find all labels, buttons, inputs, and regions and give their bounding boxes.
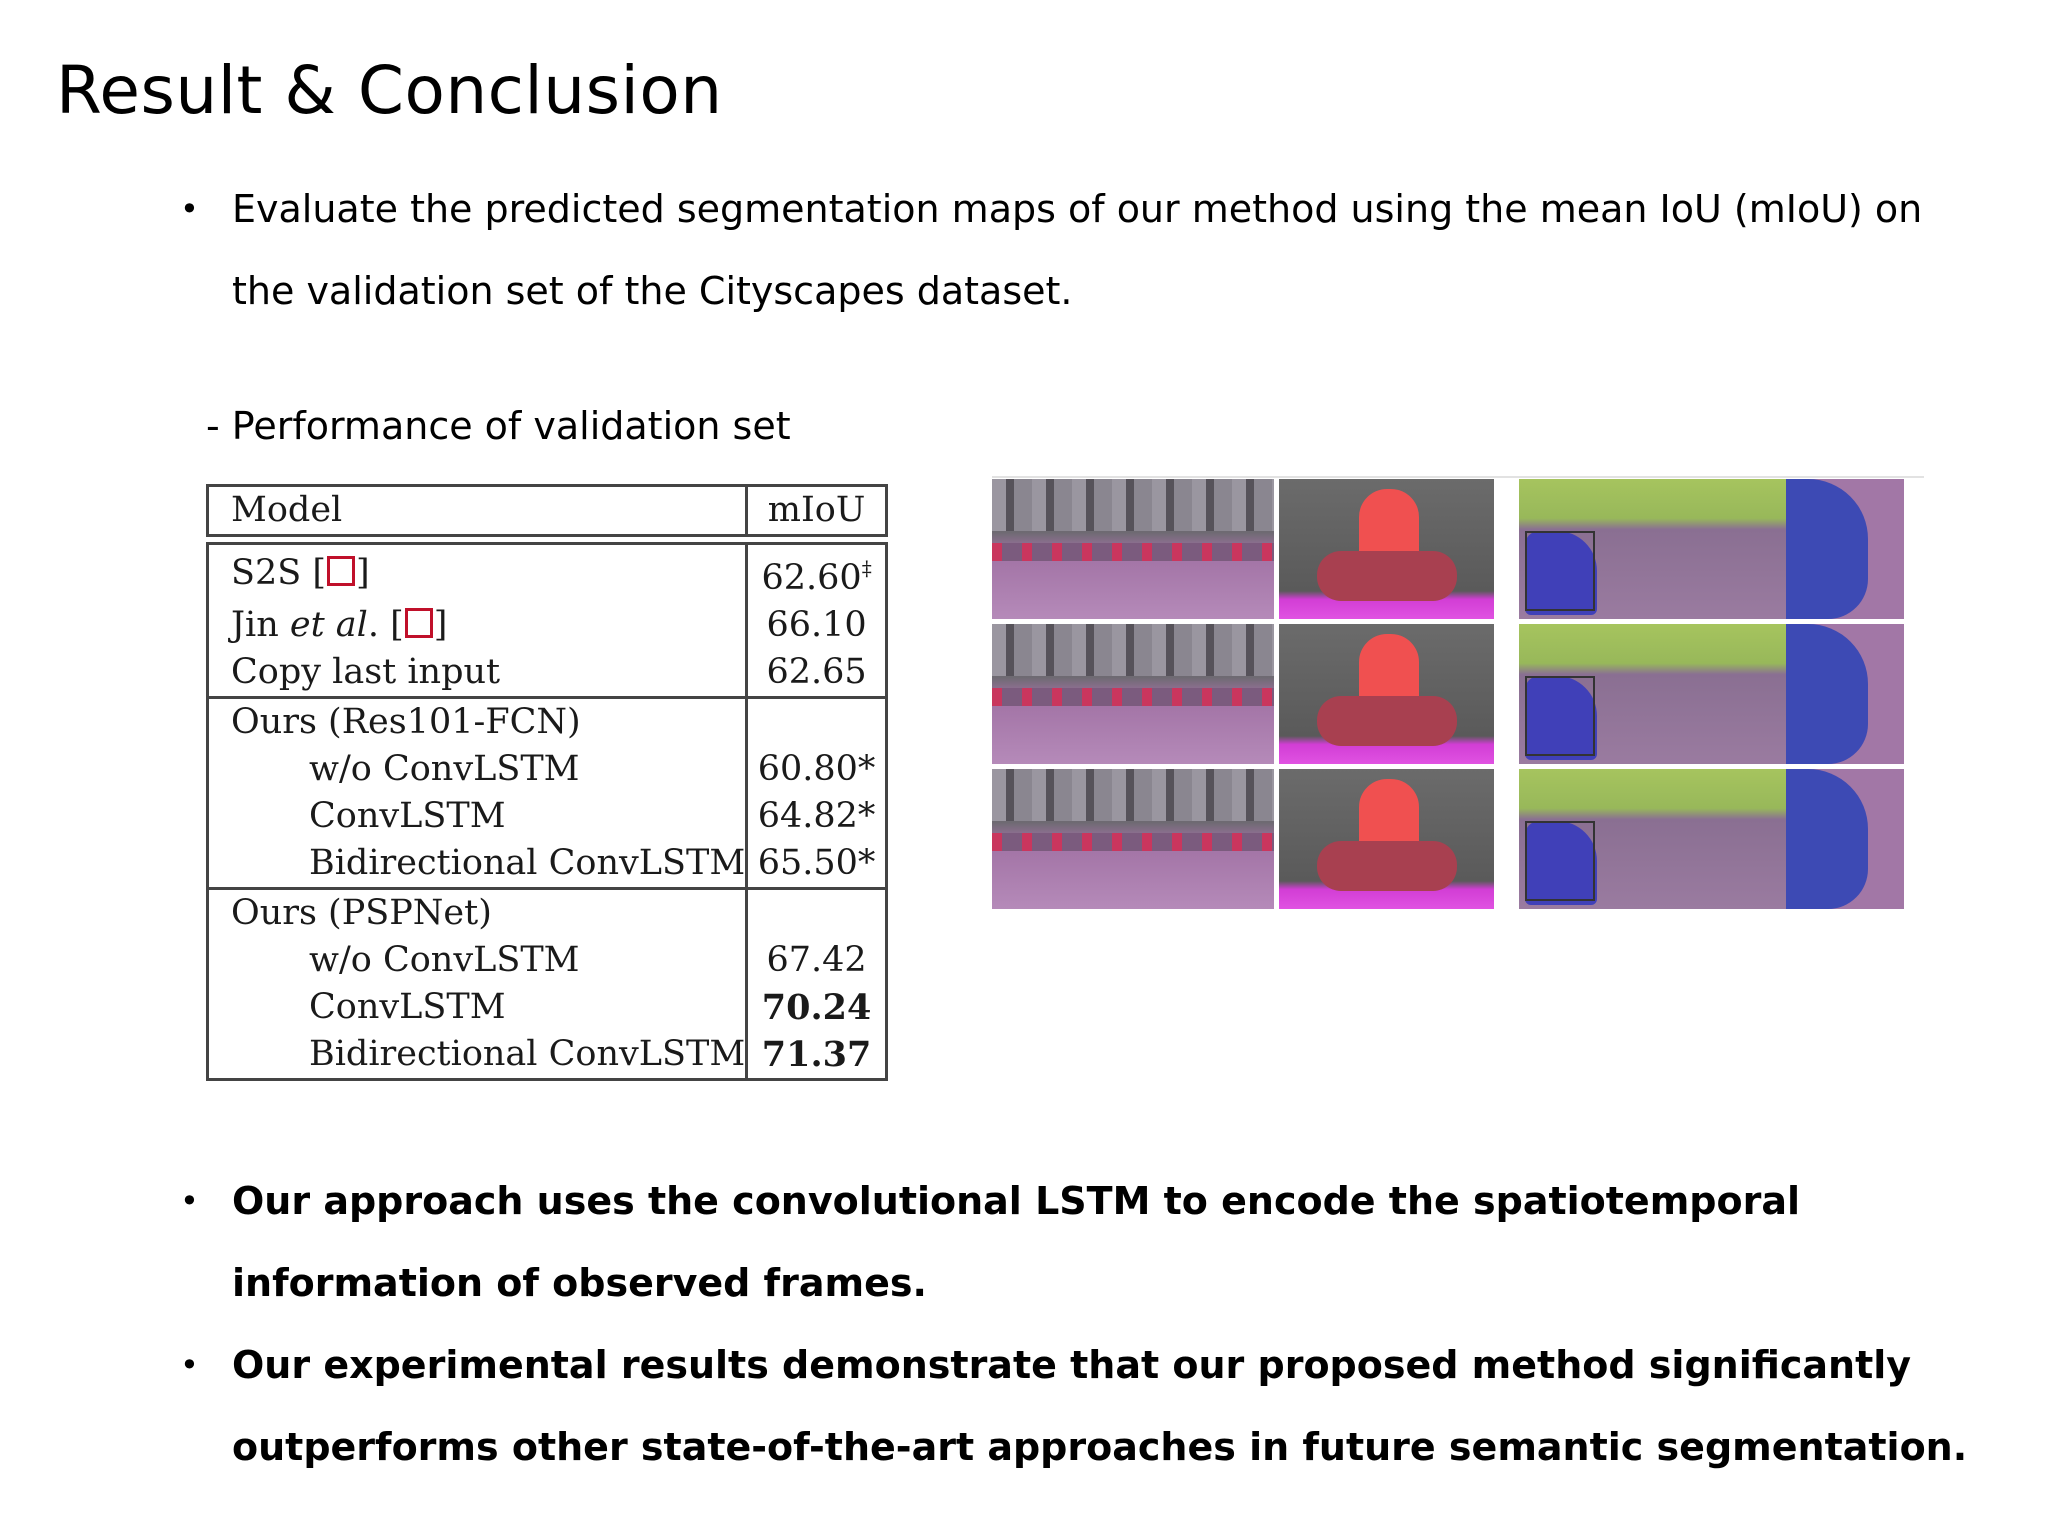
segmentation-image <box>992 624 1274 764</box>
bullet-text: Evaluate the predicted segmentation maps… <box>232 187 1923 313</box>
bullet-dot: • <box>180 1346 199 1384</box>
header-model: Model <box>205 484 749 537</box>
bullet-text: Our approach uses the convolutional LSTM… <box>232 1179 1801 1305</box>
group-name: Ours (PSPNet) <box>205 887 749 937</box>
table-row: S2S [] 62.60‡ <box>205 542 888 602</box>
segmentation-image <box>1279 479 1494 619</box>
segmentation-image <box>1279 624 1494 764</box>
table-row: Bidirectional ConvLSTM 71.37 <box>205 1031 888 1081</box>
group-name: Ours (Res101-FCN) <box>205 696 749 746</box>
segmentation-image <box>992 479 1274 619</box>
model-cell: Jin et al. [] <box>205 602 749 649</box>
segmentation-image <box>992 769 1274 909</box>
bullet-evaluate: • Evaluate the predicted segmentation ma… <box>180 168 1980 332</box>
table-row: Jin et al. [] 66.10 <box>205 602 888 649</box>
table-row: w/o ConvLSTM 67.42 <box>205 937 888 984</box>
table-row: Bidirectional ConvLSTM 65.50* <box>205 840 888 889</box>
segmentation-image <box>1786 479 1904 619</box>
citation-box <box>404 608 433 638</box>
segmentation-image <box>1519 479 1799 619</box>
miou-cell: 65.50* <box>745 840 888 889</box>
bullet-dot: • <box>180 1182 199 1220</box>
table-group-row: Ours (Res101-FCN) <box>205 696 888 746</box>
table-row: ConvLSTM 64.82* <box>205 793 888 840</box>
table-row: Copy last input 62.65 <box>205 649 888 698</box>
results-table: Model mIoU S2S [] 62.60‡ Jin et al. [] 6… <box>205 484 888 1081</box>
model-cell: ConvLSTM <box>205 793 749 840</box>
model-cell: ConvLSTM <box>205 984 749 1031</box>
table-subheading: - Performance of validation set <box>206 404 791 448</box>
segmentation-image <box>1519 769 1799 909</box>
table-row: ConvLSTM 70.24 <box>205 984 888 1031</box>
bullet-dot: • <box>180 190 199 228</box>
miou-cell: 71.37 <box>745 1031 888 1081</box>
miou-cell: 67.42 <box>745 937 888 984</box>
segmentation-image <box>1786 769 1904 909</box>
miou-cell: 62.65 <box>745 649 888 698</box>
table-header-row: Model mIoU <box>205 484 888 537</box>
bullet-approach: • Our approach uses the convolutional LS… <box>180 1160 1980 1324</box>
bullet-text: Our experimental results demonstrate tha… <box>232 1343 1968 1469</box>
segmentation-results-figure <box>992 476 1924 911</box>
model-cell: Bidirectional ConvLSTM <box>205 840 749 889</box>
model-cell: w/o ConvLSTM <box>205 746 749 793</box>
segmentation-image <box>1279 769 1494 909</box>
model-cell: Bidirectional ConvLSTM <box>205 1031 749 1081</box>
citation-box <box>327 556 356 586</box>
model-cell: S2S [] <box>205 542 749 602</box>
miou-cell: 70.24 <box>745 984 888 1031</box>
miou-cell: 66.10 <box>745 602 888 649</box>
slide-title: Result & Conclusion <box>56 52 723 129</box>
miou-cell: 64.82* <box>745 793 888 840</box>
model-cell: w/o ConvLSTM <box>205 937 749 984</box>
segmentation-image <box>1786 624 1904 764</box>
bullet-results: • Our experimental results demonstrate t… <box>180 1324 1980 1488</box>
segmentation-image <box>1519 624 1799 764</box>
miou-cell: 62.60‡ <box>745 542 888 602</box>
table-row: w/o ConvLSTM 60.80* <box>205 746 888 793</box>
double-dagger-mark: ‡ <box>861 556 872 580</box>
table-group-row: Ours (PSPNet) <box>205 887 888 937</box>
model-cell: Copy last input <box>205 649 749 698</box>
header-miou: mIoU <box>745 484 888 537</box>
miou-cell: 60.80* <box>745 746 888 793</box>
